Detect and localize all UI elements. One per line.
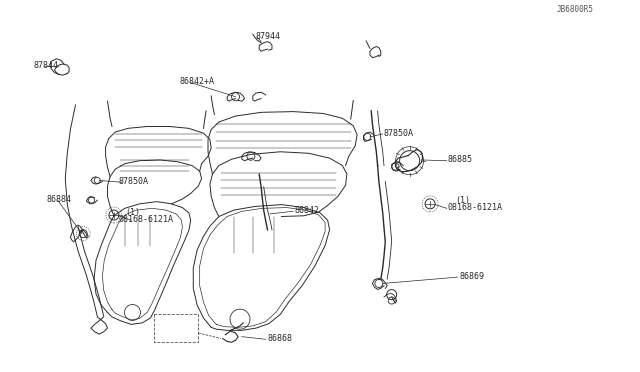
Text: 08168-6121A: 08168-6121A — [118, 215, 173, 224]
Text: 87850A: 87850A — [384, 129, 414, 138]
Text: 87944: 87944 — [256, 32, 281, 41]
Text: 86884: 86884 — [46, 195, 71, 203]
Text: 86869: 86869 — [460, 272, 484, 280]
Text: 86868: 86868 — [268, 334, 292, 343]
Text: 87844: 87844 — [33, 61, 58, 70]
Text: 86842+A: 86842+A — [179, 77, 214, 86]
Text: (1): (1) — [456, 196, 470, 205]
Text: (1): (1) — [125, 208, 140, 217]
Text: JB6800R5: JB6800R5 — [557, 5, 594, 14]
Text: 86842: 86842 — [294, 206, 319, 215]
Text: 86885: 86885 — [448, 155, 473, 164]
Text: 87850A: 87850A — [118, 177, 148, 186]
Text: 08168-6121A: 08168-6121A — [448, 203, 503, 212]
